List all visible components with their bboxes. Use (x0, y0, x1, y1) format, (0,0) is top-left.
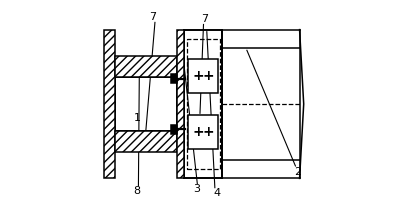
Bar (186, 39, 220, 169)
Bar (188, 58, 218, 93)
Bar (171, 125, 177, 134)
Text: 7: 7 (201, 14, 208, 24)
Bar (188, 115, 218, 150)
Bar (177, 30, 184, 178)
Bar (171, 74, 177, 83)
Text: +: + (192, 69, 204, 83)
Text: +: + (202, 125, 214, 139)
Bar (104, 30, 115, 178)
Text: +: + (202, 69, 214, 83)
Text: +: + (192, 125, 204, 139)
Text: 4: 4 (213, 188, 221, 198)
Bar (115, 131, 177, 151)
Bar (184, 30, 222, 178)
Text: 3: 3 (193, 184, 200, 194)
Text: 8: 8 (133, 186, 140, 196)
Text: 1: 1 (134, 113, 141, 124)
Bar (115, 77, 177, 131)
Bar (115, 57, 177, 77)
Text: 2: 2 (294, 167, 301, 177)
Text: 7: 7 (149, 12, 156, 22)
